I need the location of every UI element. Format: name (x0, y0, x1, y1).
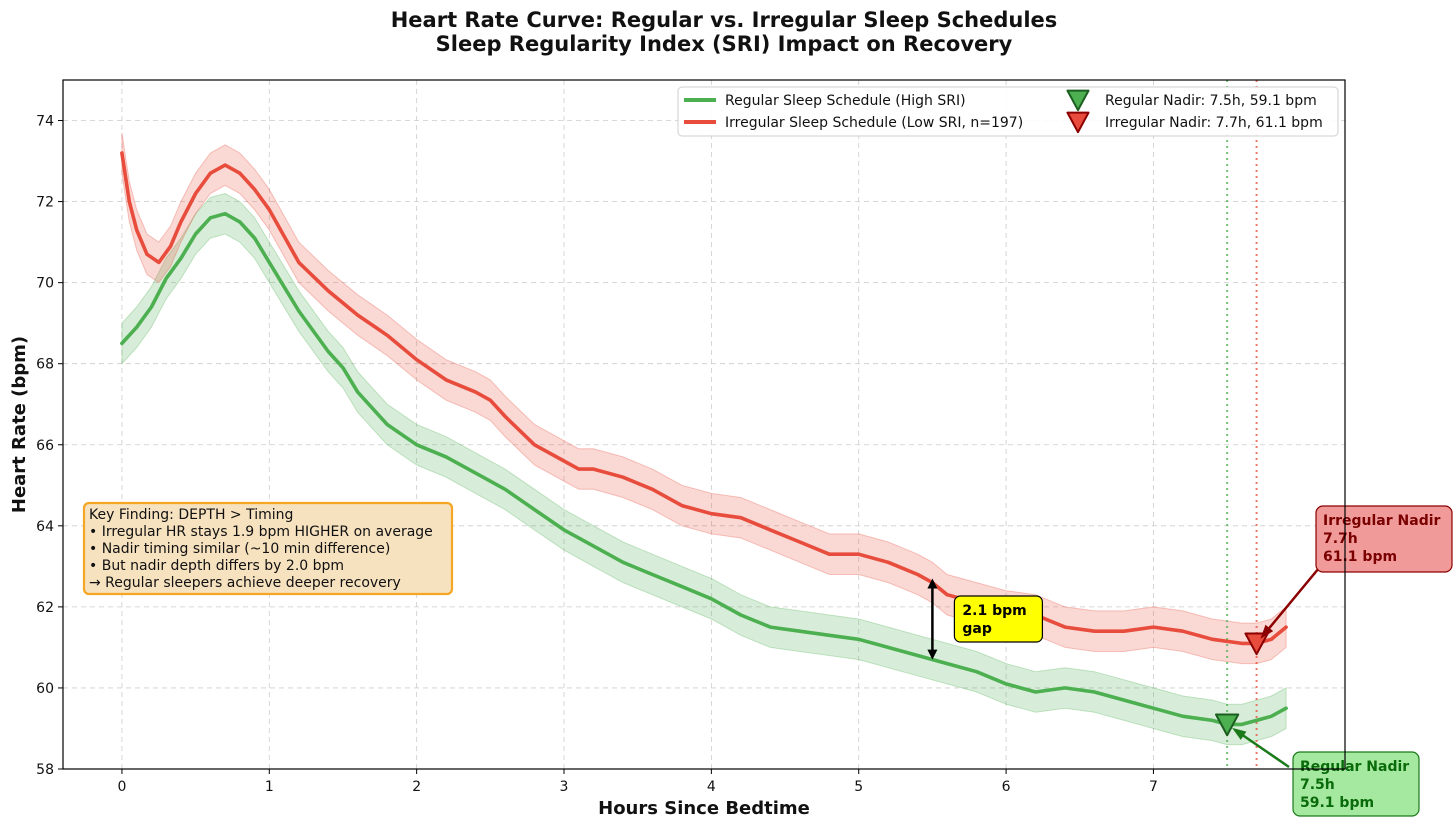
y-axis-label: Heart Rate (bpm) (9, 336, 30, 513)
irregular-nadir-marker (1244, 632, 1269, 656)
x-tick-label: 5 (854, 779, 863, 795)
gap-label-text: 2.1 bpm (962, 603, 1026, 619)
y-tick-label: 58 (36, 762, 54, 778)
axis-ticks: 0 1 2 3 4 5 6 7 58 60 62 64 66 68 70 72 74 (36, 114, 1158, 795)
y-tick-label: 70 (36, 276, 54, 292)
x-tick-label: 0 (117, 779, 126, 795)
regular-callout-arrowhead (1232, 727, 1247, 740)
y-tick-label: 64 (36, 519, 54, 535)
irregular-callout-arrow (1263, 567, 1320, 635)
legend-marker-regular (1066, 89, 1090, 112)
x-tick-label: 3 (560, 779, 569, 795)
irregular-callout-text: Irregular Nadir (1323, 513, 1441, 529)
regular-callout-text: 59.1 bpm (1300, 795, 1374, 811)
x-tick-label: 4 (707, 779, 716, 795)
key-finding-line: • But nadir depth differs by 2.0 bpm (89, 558, 344, 574)
regular-callout-arrow (1236, 730, 1290, 769)
legend: Regular Sleep Schedule (High SRI) Irregul… (677, 86, 1339, 137)
x-tick-label: 7 (1149, 779, 1158, 795)
irregular-callout-text: 7.7h (1323, 531, 1358, 547)
series-lines (120, 151, 1288, 727)
y-tick-label: 74 (36, 114, 54, 130)
x-tick-label: 6 (1002, 779, 1011, 795)
regular-callout-text: Regular Nadir (1300, 759, 1409, 775)
legend-marker-irregular (1066, 111, 1090, 134)
nadir-vlines (1226, 80, 1258, 769)
nadir-markers (1214, 632, 1269, 737)
confidence-bands (121, 132, 1287, 746)
irregular-callout-text: 61.1 bpm (1323, 549, 1397, 565)
band-irregular (121, 132, 1287, 665)
irregular-callout-box (1315, 505, 1453, 573)
legend-label-regular-nadir: Regular Nadir: 7.5h, 59.1 bpm (1105, 93, 1317, 109)
line-regular (120, 211, 1288, 727)
gap-arrow-head-bottom (927, 649, 938, 660)
legend-box (677, 86, 1339, 137)
x-tick-label: 1 (265, 779, 274, 795)
regular-callout-text: 7.5h (1300, 777, 1335, 793)
key-finding-line: • Irregular HR stays 1.9 bpm HIGHER on a… (89, 524, 433, 540)
plot-frame (62, 79, 1346, 770)
gap-label-text: gap (962, 621, 992, 637)
y-tick-label: 62 (36, 600, 54, 616)
key-finding-line: • Nadir timing similar (~10 min differen… (89, 541, 390, 557)
irregular-callout-arrowhead (1260, 624, 1274, 639)
regular-callout-box (1292, 751, 1420, 817)
y-tick-label: 66 (36, 438, 54, 454)
legend-label-regular: Regular Sleep Schedule (High SRI) (725, 93, 966, 109)
line-irregular (120, 151, 1288, 646)
gap-label-box (953, 595, 1044, 643)
key-finding-box (82, 501, 454, 596)
chart-title: Heart Rate Curve: Regular vs. Irregular … (391, 8, 1058, 32)
gap-arrow-head-top (927, 578, 938, 589)
y-tick-label: 68 (36, 357, 54, 373)
y-tick-label: 72 (36, 195, 54, 211)
x-tick-label: 2 (412, 779, 421, 795)
y-tick-label: 60 (36, 681, 54, 697)
legend-label-irregular-nadir: Irregular Nadir: 7.7h, 61.1 bpm (1105, 115, 1323, 131)
regular-nadir-marker (1214, 713, 1240, 737)
key-finding-line: Key Finding: DEPTH > Timing (89, 507, 293, 523)
band-regular (121, 192, 1287, 746)
key-finding-line: → Regular sleepers achieve deeper recove… (89, 575, 401, 591)
chart-subtitle: Sleep Regularity Index (SRI) Impact on R… (436, 32, 1013, 56)
x-axis-label: Hours Since Bedtime (598, 798, 810, 819)
legend-label-irregular: Irregular Sleep Schedule (Low SRI, n=197… (725, 115, 1023, 131)
annotations: 2.1 bpm gap Regular Nadir 7.5h 59.1 bpm Irreg… (82, 501, 1453, 817)
